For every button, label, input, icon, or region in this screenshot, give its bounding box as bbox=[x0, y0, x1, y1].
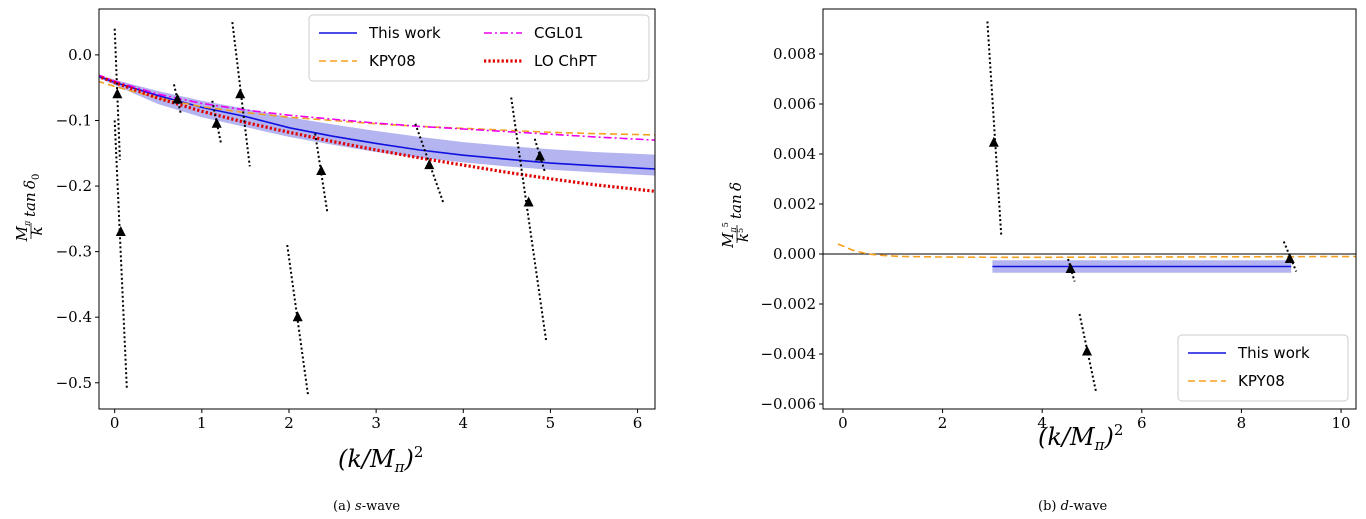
left-y-axis-label: Mπ k tan δ0 bbox=[13, 174, 46, 243]
right-x-axis-label: (k/Mπ)2 bbox=[1038, 421, 1123, 454]
right-axes-frame bbox=[822, 8, 1357, 410]
right-series-group bbox=[823, 21, 1356, 392]
left-series-group bbox=[99, 21, 655, 397]
svg-text:tan: tan bbox=[21, 192, 39, 217]
left-data-point-2 bbox=[172, 93, 183, 104]
right-xtick-label: 2 bbox=[938, 414, 948, 432]
right-xtick-label: 6 bbox=[1137, 414, 1147, 432]
left-data-point-3 bbox=[211, 117, 222, 128]
left-ytick-label: −0.2 bbox=[56, 177, 92, 195]
right-xtick-label: 8 bbox=[1237, 414, 1247, 432]
left-xtick-label: 0 bbox=[110, 414, 120, 432]
right-xtick-label: 0 bbox=[838, 414, 848, 432]
svg-text:tan: tan bbox=[727, 194, 745, 219]
svg-text:k: k bbox=[28, 226, 46, 235]
right-ytick-label: −0.002 bbox=[760, 295, 816, 313]
right-legend: This work KPY08 bbox=[1177, 334, 1349, 402]
left-point-line-5 bbox=[286, 244, 310, 397]
left-ytick-label: −0.4 bbox=[56, 308, 92, 326]
left-point-line-8 bbox=[510, 97, 548, 341]
svg-text:δ: δ bbox=[727, 182, 745, 191]
left-data-point-6 bbox=[316, 164, 327, 175]
left-point-line-1 bbox=[113, 120, 128, 390]
left-xtick-label: 4 bbox=[459, 414, 469, 432]
left-ytick-label: −0.1 bbox=[56, 111, 92, 129]
left-data-point-1 bbox=[115, 225, 126, 236]
right-legend-label: This work bbox=[1237, 344, 1310, 362]
right-ticks: 0 2 4 6 8 10 0.008 0.006 0.004 0.002 0.000 −0.002 −0… bbox=[760, 45, 1350, 432]
right-ytick-label: 0.004 bbox=[773, 145, 816, 163]
left-point-line-0 bbox=[113, 28, 121, 160]
right-xtick-label: 4 bbox=[1037, 414, 1047, 432]
left-legend-label: This work bbox=[368, 24, 441, 42]
left-legend-label: KPY08 bbox=[369, 52, 416, 70]
right-caption: (b) d-wave bbox=[1038, 499, 1108, 514]
right-plot-area bbox=[823, 21, 1356, 392]
left-ytick-label: −0.3 bbox=[56, 243, 92, 261]
right-legend-label: KPY08 bbox=[1238, 372, 1285, 390]
left-series-cgl01 bbox=[99, 74, 655, 141]
right-data-point-0 bbox=[988, 136, 999, 147]
left-series-this-work bbox=[99, 75, 655, 170]
left-xtick-label: 3 bbox=[371, 414, 381, 432]
right-ytick-label: −0.006 bbox=[760, 395, 816, 413]
left-data-point-5 bbox=[292, 311, 303, 322]
left-data-point-0 bbox=[112, 88, 123, 99]
right-y-axis-label: Mπ5 k5 tan δ bbox=[719, 182, 752, 249]
left-legend-label: CGL01 bbox=[534, 24, 584, 42]
left-xtick-label: 1 bbox=[197, 414, 207, 432]
right-ytick-label: −0.004 bbox=[760, 345, 816, 363]
left-point-line-9 bbox=[533, 138, 547, 174]
left-xtick-label: 2 bbox=[284, 414, 294, 432]
right-legend-box bbox=[1177, 334, 1349, 402]
left-x-axis-label: (k/Mπ)2 bbox=[338, 443, 423, 476]
right-data-point-2 bbox=[1082, 345, 1093, 356]
right-ytick-label: 0.002 bbox=[773, 195, 816, 213]
right-point-line-3 bbox=[1282, 241, 1298, 272]
right-ytick-label: 0.008 bbox=[773, 45, 816, 63]
left-uncertainty-band bbox=[99, 75, 655, 176]
left-ytick-label: −0.5 bbox=[56, 374, 92, 392]
left-xtick-label: 6 bbox=[633, 414, 643, 432]
right-point-line-0 bbox=[986, 21, 1003, 237]
svg-text:δ0: δ0 bbox=[21, 174, 42, 189]
left-point-line-3 bbox=[211, 100, 222, 144]
left-panel: 0 1 2 3 4 5 6 0.0 −0.1 −0.2 −0.3 −0.4 −0.5 This work… bbox=[13, 8, 656, 514]
left-ytick-label: 0.0 bbox=[68, 46, 92, 64]
left-xtick-label: 5 bbox=[546, 414, 556, 432]
right-series-kpy08 bbox=[837, 243, 1356, 259]
right-panel: 0 2 4 6 8 10 0.008 0.006 0.004 0.002 0.000 −0.002 −0… bbox=[719, 8, 1357, 514]
right-xtick-label: 10 bbox=[1332, 414, 1351, 432]
left-plot-area bbox=[99, 21, 655, 397]
left-legend-box bbox=[308, 14, 650, 82]
left-data-point-4 bbox=[235, 88, 246, 99]
svg-text:k5: k5 bbox=[734, 228, 752, 242]
left-data-point-9 bbox=[534, 150, 545, 161]
left-series-lo-chpt bbox=[99, 74, 655, 193]
right-data-point-1 bbox=[1065, 263, 1076, 273]
right-point-line-1 bbox=[1067, 258, 1076, 282]
left-legend-label: LO ChPT bbox=[534, 52, 597, 70]
right-ytick-label: 0.000 bbox=[773, 245, 816, 263]
left-legend: This work CGL01 KPY08 LO ChPT bbox=[308, 14, 650, 82]
left-axes-frame bbox=[98, 8, 656, 410]
right-data-point-3 bbox=[1284, 253, 1295, 263]
left-data-point-8 bbox=[523, 196, 534, 207]
left-caption: (a) s-wave bbox=[333, 499, 400, 514]
left-data-point-7 bbox=[424, 159, 435, 170]
right-ytick-label: 0.006 bbox=[773, 95, 816, 113]
left-ticks: 0 1 2 3 4 5 6 0.0 −0.1 −0.2 −0.3 −0.4 −0.5 bbox=[56, 46, 643, 432]
